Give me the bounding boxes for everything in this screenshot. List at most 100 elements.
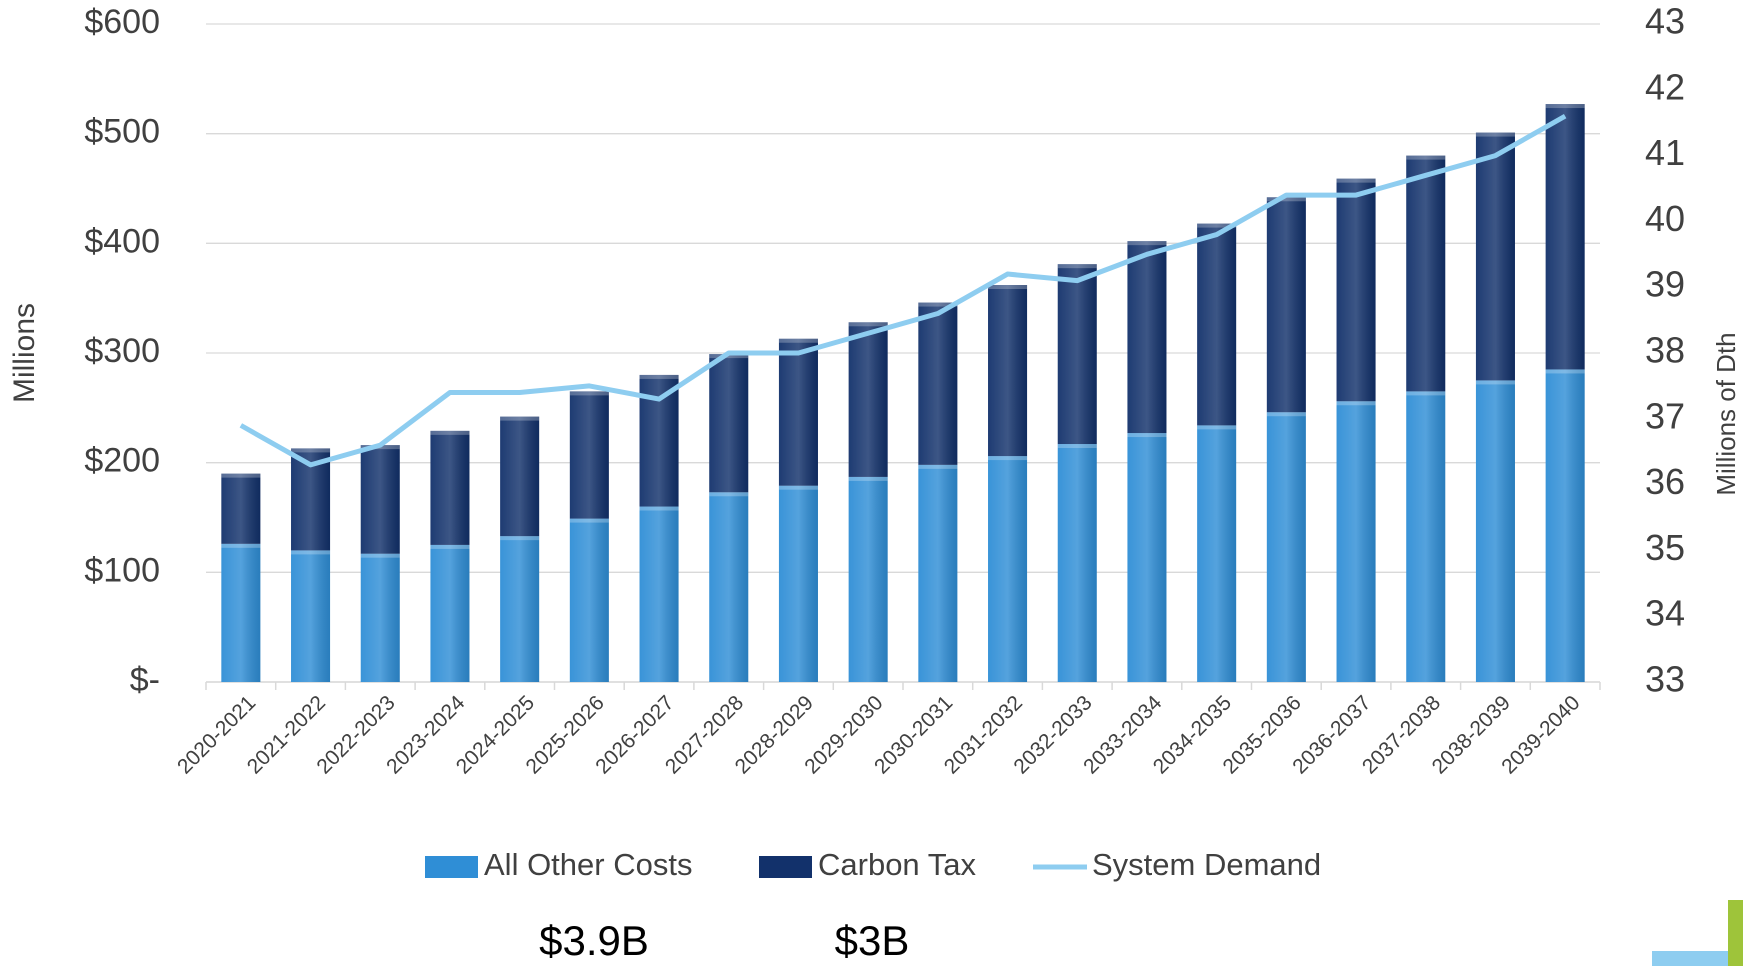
y-tick-label: $400 <box>84 222 160 260</box>
bar-top <box>1475 380 1515 385</box>
y2-tick-label: 35 <box>1645 527 1685 568</box>
bar-top <box>430 430 470 435</box>
bar-shine <box>221 473 261 544</box>
bar-top <box>569 391 609 396</box>
annotation: $3.9B <box>539 917 649 964</box>
bar-top <box>1336 401 1376 406</box>
bar-top <box>1545 104 1585 109</box>
bar-top <box>1406 391 1446 396</box>
bar-shine <box>1406 391 1446 682</box>
decoration <box>1652 951 1728 966</box>
bar-top <box>360 553 400 558</box>
bar-top <box>1545 369 1585 374</box>
bar-shine <box>1406 155 1446 392</box>
bar-shine <box>1336 401 1376 682</box>
bar-shine <box>639 506 679 682</box>
bar-top <box>1406 155 1446 160</box>
decoration <box>1728 900 1743 966</box>
y-tick-label: $600 <box>84 3 160 41</box>
bar-top <box>848 322 888 327</box>
bar-shine <box>848 322 888 477</box>
y2-tick-label: 39 <box>1645 264 1685 305</box>
legend-label: Carbon Tax <box>818 847 976 882</box>
bar-top <box>1057 444 1097 449</box>
y2-tick-label: 40 <box>1645 198 1685 239</box>
y2-tick-label: 41 <box>1645 132 1685 173</box>
bar-top <box>1266 412 1306 417</box>
bar-shine <box>500 416 540 537</box>
bar-top <box>918 464 958 469</box>
bar-shine <box>1266 197 1306 413</box>
bar-top <box>1197 223 1237 228</box>
y2-tick-label: 34 <box>1645 593 1685 634</box>
y-axis-title: Millions <box>8 303 41 403</box>
bar-shine <box>918 464 958 682</box>
line <box>239 113 1567 468</box>
bar-shine <box>569 391 609 519</box>
bar-shine <box>1197 223 1237 426</box>
bar-top <box>848 476 888 481</box>
y2-tick-label: 43 <box>1645 1 1685 42</box>
y2-tick-label: 36 <box>1645 461 1685 502</box>
bar-top <box>221 543 261 548</box>
bar-top <box>1475 132 1515 137</box>
bar-shine <box>1266 412 1306 682</box>
bar-shine <box>1475 132 1515 381</box>
legend-label: System Demand <box>1092 847 1321 882</box>
legend-marker <box>759 856 812 878</box>
y-tick-label: $- <box>130 661 160 699</box>
bar-shine <box>291 550 331 682</box>
bar-shine <box>430 430 470 545</box>
y2-tick-label: 33 <box>1645 659 1685 700</box>
bar-top <box>500 416 540 421</box>
annotation: $3B <box>835 917 910 964</box>
y-tick-label: $300 <box>84 332 160 370</box>
bar-top <box>221 473 261 478</box>
bar-shine <box>430 544 470 682</box>
bar-shine <box>221 543 261 682</box>
bar-shine <box>709 492 749 682</box>
bar-shine <box>569 518 609 682</box>
bar-shine <box>709 354 749 493</box>
bar-shine <box>1197 425 1237 682</box>
bar-shine <box>1336 178 1376 402</box>
bar-shine <box>1545 104 1585 370</box>
bar-shine <box>1127 433 1167 682</box>
y2-tick-label: 38 <box>1645 330 1685 371</box>
bar-top <box>639 374 679 379</box>
bar-shine <box>848 476 888 682</box>
bar-top <box>778 485 818 490</box>
bar-shine <box>360 553 400 682</box>
bar-shine <box>1127 241 1167 434</box>
bar-top <box>291 448 331 453</box>
bar-top <box>1127 433 1167 438</box>
bar-top <box>500 536 540 541</box>
y2-axis-title: Millions of Dth <box>1711 332 1741 495</box>
y2-tick-label: 37 <box>1645 395 1685 436</box>
bar-top <box>709 492 749 497</box>
bar-shine <box>1475 380 1515 682</box>
bar-shine <box>1545 369 1585 682</box>
y-tick-label: $100 <box>84 551 160 589</box>
bar-top <box>1127 241 1167 246</box>
bar-top <box>709 354 749 359</box>
bar-top <box>1057 264 1097 269</box>
bar-top <box>988 285 1028 290</box>
bar-shine <box>778 485 818 682</box>
bar-shine <box>988 285 1028 457</box>
legend-label: All Other Costs <box>484 847 692 882</box>
bar-top <box>291 550 331 555</box>
bar-shine <box>1057 444 1097 682</box>
bar-top <box>778 338 818 343</box>
bar-top <box>569 518 609 523</box>
bar-top <box>1266 197 1306 202</box>
bar-top <box>918 302 958 307</box>
legend-marker <box>425 856 478 878</box>
y2-tick-label: 42 <box>1645 66 1685 107</box>
bar-shine <box>1057 264 1097 445</box>
bar-shine <box>988 456 1028 682</box>
bar-top <box>1336 178 1376 183</box>
y-tick-label: $200 <box>84 442 160 480</box>
y-tick-label: $500 <box>84 113 160 151</box>
